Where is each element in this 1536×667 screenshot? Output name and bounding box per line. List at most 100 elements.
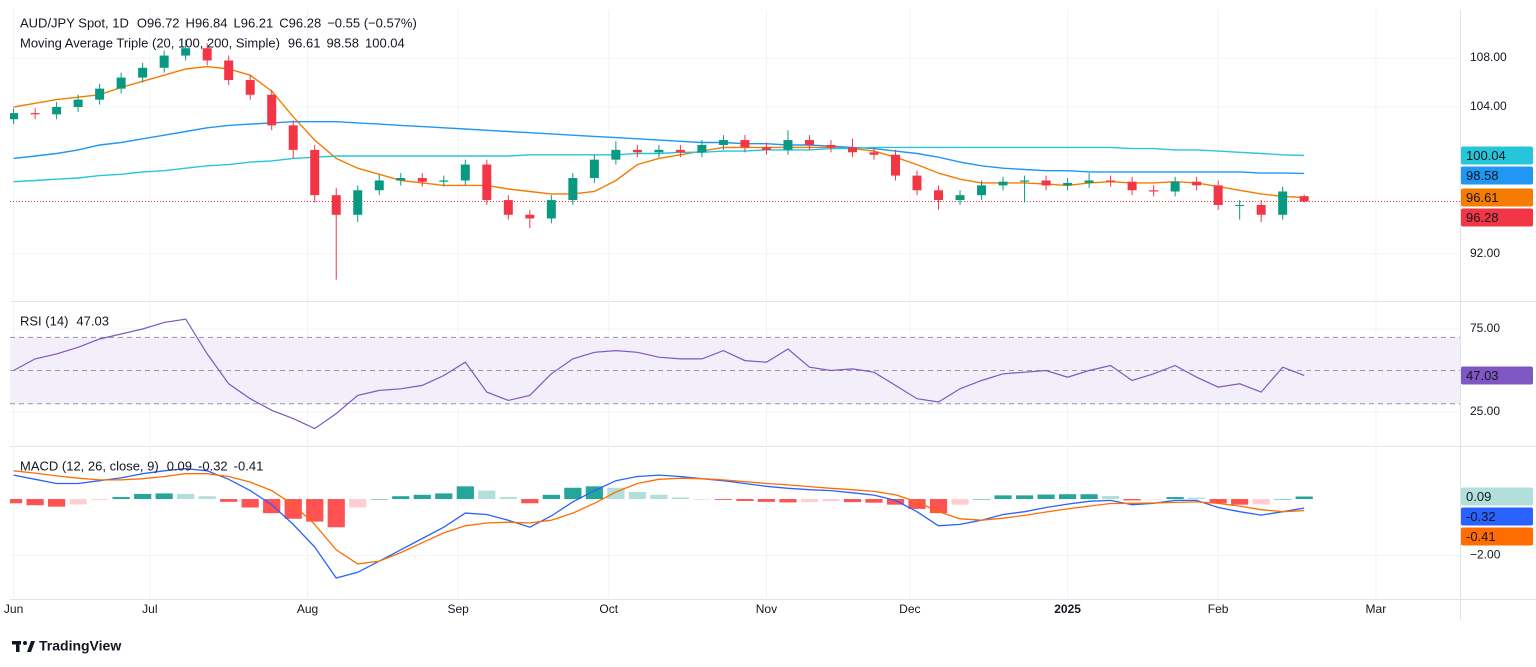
histogram-bar <box>585 486 603 500</box>
histogram-bar <box>736 499 754 502</box>
histogram-bar <box>1037 494 1055 500</box>
value-box <box>1461 487 1533 506</box>
value-box-label: -0.41 <box>1466 529 1496 544</box>
ohlc-label: H <box>186 15 195 30</box>
candle-body <box>568 178 578 201</box>
histogram-bar <box>1015 495 1034 500</box>
candle-body <box>288 125 298 150</box>
logo-part <box>27 641 35 652</box>
x-tick-label: Nov <box>756 602 777 616</box>
value-box <box>1461 366 1533 385</box>
candle-body <box>955 195 965 201</box>
y-tick-label: −2.00 <box>1470 548 1501 562</box>
candle-body <box>1106 180 1116 182</box>
histogram-bar <box>1101 495 1120 500</box>
histogram-bar <box>413 494 431 500</box>
histogram-bar <box>478 490 496 500</box>
series-line <box>13 470 1305 565</box>
histogram-bar <box>843 499 862 503</box>
histogram-bar <box>370 499 388 500</box>
histogram-bar <box>671 497 690 500</box>
pane <box>10 39 1460 280</box>
candle-body <box>1020 180 1030 182</box>
candle-body <box>159 55 169 68</box>
title: RSI (14) <box>20 313 68 328</box>
candle-body <box>1256 204 1266 215</box>
histogram-bar <box>220 499 238 502</box>
histogram-bar <box>1166 497 1184 500</box>
histogram-bar <box>908 499 926 509</box>
candle-body <box>525 214 535 219</box>
candle-body <box>1192 181 1202 186</box>
candle-body <box>740 140 750 148</box>
value-box-label: 96.28 <box>1466 210 1499 225</box>
candle-body <box>977 185 987 196</box>
candle-body <box>52 106 62 115</box>
candle-body <box>374 180 384 191</box>
x-tick-label: Sep <box>447 602 469 616</box>
ohlc-value: 96.84 <box>195 15 228 30</box>
histogram-bar <box>10 499 23 504</box>
candle-body <box>718 140 728 145</box>
x-tick-label: Feb <box>1208 602 1229 616</box>
candle-body <box>1299 196 1309 202</box>
ohlc-label: L <box>233 15 240 30</box>
candle-body <box>1170 181 1180 192</box>
y-tick-label: 108.00 <box>1470 50 1507 64</box>
candle-body <box>1127 181 1137 191</box>
y-tick-label: 104.00 <box>1470 99 1507 113</box>
candle-body <box>589 159 599 179</box>
histogram-bar <box>628 491 646 500</box>
y-tick-label: 75.00 <box>1470 321 1500 335</box>
candle-body <box>632 149 642 153</box>
histogram-bar <box>1080 494 1098 500</box>
candle-body <box>245 80 255 95</box>
histogram-bar <box>693 499 711 500</box>
histogram-bar <box>886 499 905 505</box>
candle-body <box>460 164 470 181</box>
histogram-bar <box>757 499 776 502</box>
candle-body <box>202 48 212 61</box>
candle-body <box>138 67 148 78</box>
series-line <box>13 467 1305 579</box>
histogram-bar <box>1209 499 1227 504</box>
value-box-label: 98.58 <box>1466 168 1499 183</box>
x-tick-label: Oct <box>599 602 618 616</box>
histogram-bar <box>392 496 410 500</box>
histogram-bar <box>607 487 625 500</box>
histogram-bar <box>994 495 1012 500</box>
source: TradingView <box>39 638 121 654</box>
title: MACD (12, 26, close, 9) <box>20 458 159 473</box>
value-box <box>1461 208 1533 227</box>
value-box <box>1461 527 1533 546</box>
candle-body <box>267 94 277 126</box>
candle-body <box>611 149 621 160</box>
series-line <box>13 121 1305 175</box>
histogram-bar <box>822 499 840 502</box>
histogram-bar <box>198 496 216 500</box>
histogram-bar <box>865 499 883 503</box>
histogram-bar <box>972 499 991 500</box>
histogram-bar <box>499 497 517 500</box>
candle-body <box>396 178 406 181</box>
value-box <box>1461 188 1533 207</box>
legend-value: -0.41 <box>234 458 264 473</box>
histogram-bar <box>91 499 109 500</box>
ohlc-label: C <box>279 15 288 30</box>
legend-value: 47.03 <box>76 313 109 328</box>
series-line <box>13 318 1305 430</box>
histogram-bar <box>1145 499 1163 500</box>
ohlc-value: 96.21 <box>241 15 274 30</box>
candle-body <box>654 149 664 153</box>
candle-body <box>482 164 492 201</box>
histogram-bar <box>800 499 819 503</box>
x-tick-label: Jul <box>142 602 157 616</box>
candle-body <box>310 149 320 196</box>
candle-body <box>1149 190 1159 192</box>
candle-body <box>1235 204 1245 206</box>
histogram-bar <box>714 499 733 500</box>
candle-body <box>847 147 857 153</box>
legend-value: -0.32 <box>198 458 228 473</box>
logo-part <box>16 641 20 652</box>
